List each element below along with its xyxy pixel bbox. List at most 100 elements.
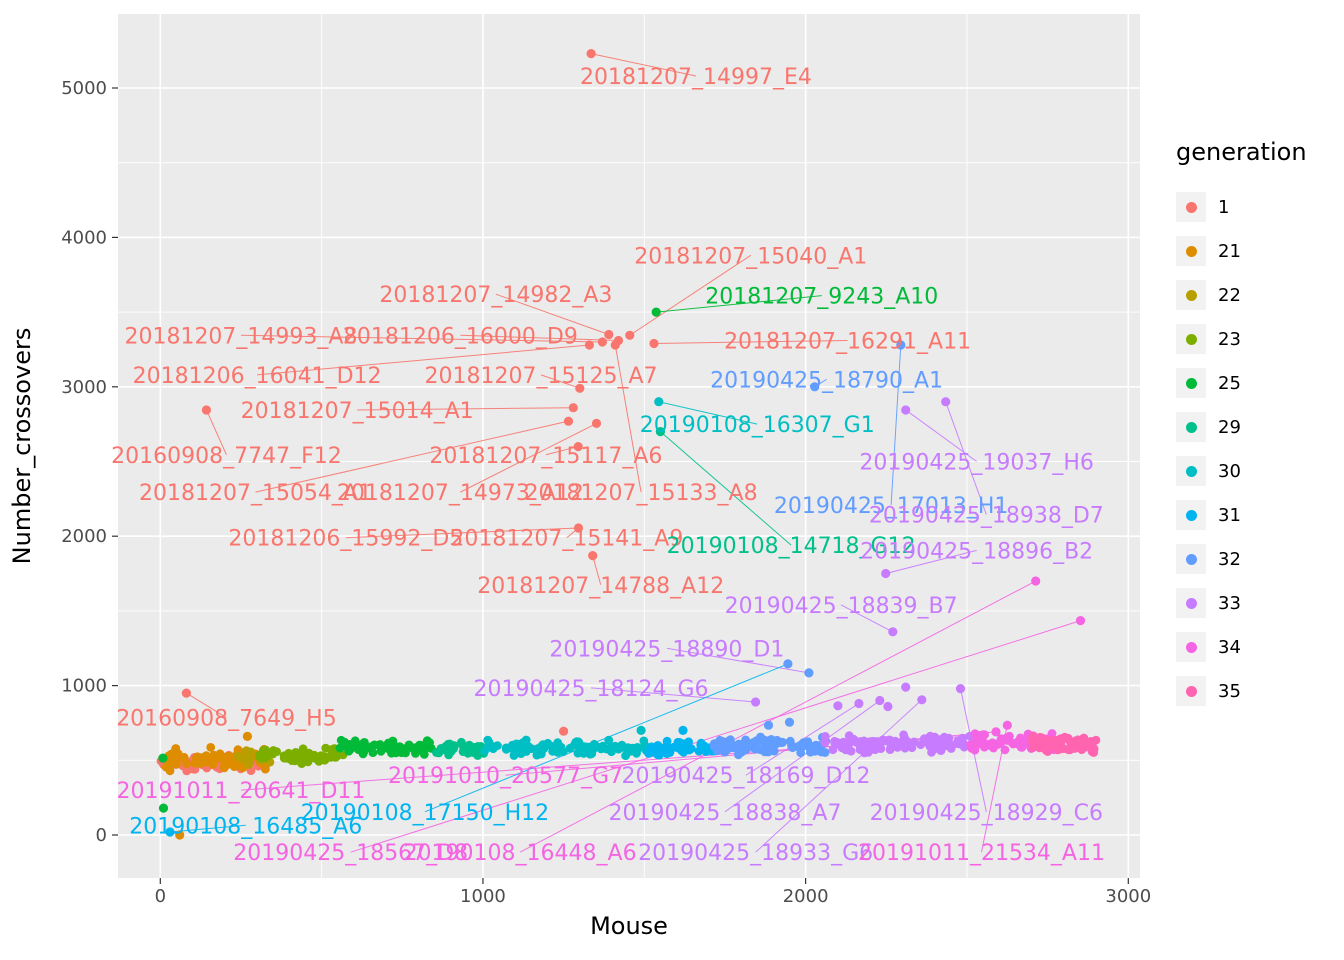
- data-point: [233, 751, 243, 761]
- legend-dot: [1185, 553, 1197, 565]
- data-point: [1047, 729, 1057, 738]
- legend-item: 31: [1176, 500, 1307, 530]
- legend-item: 35: [1176, 676, 1307, 706]
- outlier-point: [991, 727, 1001, 737]
- y-axis-title: Number_crossovers: [8, 328, 36, 565]
- annotation-leader-line: [169, 824, 246, 833]
- scatter-band: [156, 729, 1101, 776]
- outlier-point: [597, 337, 608, 347]
- data-point: [626, 746, 635, 756]
- annotation-label: 20190425_18890_D1: [549, 637, 784, 662]
- legend-label: 30: [1218, 460, 1241, 482]
- outlier-point: [896, 340, 906, 350]
- outlier-point: [625, 330, 635, 340]
- data-point: [269, 746, 278, 755]
- legend-key: [1176, 368, 1206, 398]
- annotation-label: 20181207_15014_A1: [241, 399, 474, 424]
- data-point: [462, 742, 471, 752]
- outlier-point: [604, 329, 614, 340]
- annotation-label: 20160908_7649_H5: [116, 707, 337, 732]
- data-point: [756, 732, 765, 742]
- annotation-label: 20190108_17150_H12: [301, 801, 550, 826]
- annotation-leader-line: [591, 687, 756, 703]
- data-point: [1091, 735, 1101, 745]
- annotation-leader-line: [945, 401, 987, 515]
- annotation-label: 20190425_18790_A1: [710, 368, 943, 393]
- data-point: [539, 744, 549, 754]
- data-point: [900, 743, 910, 753]
- outlier-point: [586, 49, 596, 59]
- data-point: [981, 739, 991, 749]
- data-point: [751, 743, 761, 753]
- data-point: [509, 751, 519, 760]
- data-point: [717, 736, 727, 746]
- outlier-point: [655, 427, 666, 437]
- outlier-point: [573, 442, 583, 452]
- outlier-point: [763, 720, 774, 730]
- annotation-label: 20181207_15141_A9: [450, 527, 683, 552]
- data-point: [376, 746, 386, 756]
- outlier-point: [917, 695, 927, 705]
- legend-label: 33: [1218, 592, 1241, 614]
- annotation-label: 20190108_16485_A6: [129, 814, 362, 839]
- outlier-point: [1031, 576, 1041, 586]
- legend-dot: [1185, 421, 1197, 433]
- data-point: [261, 764, 270, 774]
- annotation-label: 20181207_14993_A8: [124, 324, 357, 349]
- annotation-label: 20190425_18938_D7: [869, 504, 1104, 529]
- data-point: [696, 740, 706, 750]
- annotation-leader-line: [460, 422, 597, 493]
- legend-label: 23: [1218, 328, 1241, 350]
- data-point: [828, 745, 838, 755]
- annotation-label: 20181206_15992_D5: [228, 527, 463, 552]
- outlier-point: [978, 730, 988, 740]
- legend-item: 34: [1176, 632, 1307, 662]
- annotation-leader-line: [257, 344, 590, 376]
- data-point: [222, 758, 231, 768]
- y-tick-label: 5000: [61, 78, 107, 99]
- legend-label: 25: [1218, 372, 1241, 394]
- annotation-label: 20181207_14997_E4: [580, 65, 812, 90]
- outlier-point: [678, 725, 688, 736]
- data-point: [844, 731, 854, 741]
- outlier-point: [833, 701, 843, 711]
- scatter-outliers: [158, 49, 1086, 840]
- annotation-leader-line: [660, 431, 792, 546]
- annotation-label: 20181207_14982_A3: [379, 283, 612, 308]
- outlier-point: [654, 397, 664, 407]
- data-point: [671, 742, 681, 752]
- outlier-point: [883, 701, 893, 712]
- annotation-leader-line: [186, 692, 227, 719]
- data-point: [366, 742, 376, 752]
- data-point: [314, 757, 324, 766]
- data-point: [359, 747, 369, 757]
- data-point: [580, 742, 589, 751]
- outlier-point: [568, 403, 578, 413]
- axis-ticks: 0 1000 2000 3000 0 1000 2000 3000 4000 5000: [61, 78, 1151, 907]
- annotation-leader-line: [840, 604, 893, 633]
- annotation-labels: 20181207_14997_E4 20181207_15040_A1 201812…: [111, 65, 1105, 866]
- y-tick-label: 0: [96, 825, 107, 846]
- data-point: [208, 758, 217, 768]
- outlier-point: [610, 340, 620, 350]
- annotation-label: 20191011_21534_A11: [858, 841, 1105, 866]
- legend-key: [1176, 324, 1206, 354]
- legend-items: 1 21 22 23 25 29 30 31 32 33 34 35: [1176, 192, 1307, 706]
- legend-item: 33: [1176, 588, 1307, 618]
- legend: generation 1 21 22 23 25 29 30 31 32 33 34 35: [1176, 138, 1307, 720]
- outlier-point: [165, 827, 175, 837]
- legend-label: 1: [1218, 196, 1230, 218]
- annotation-leader-line: [240, 334, 603, 343]
- data-point: [375, 740, 385, 749]
- annotation-label: 20181207_16291_A11: [724, 329, 971, 354]
- data-point: [579, 749, 589, 758]
- outlier-point: [591, 418, 602, 428]
- data-point: [501, 744, 511, 754]
- data-point: [587, 749, 597, 759]
- outlier-point: [636, 725, 646, 736]
- legend-item: 22: [1176, 280, 1307, 310]
- annotation-label: 20190425_18838_A7: [608, 801, 841, 826]
- data-point: [972, 734, 982, 744]
- outlier-point: [854, 698, 864, 709]
